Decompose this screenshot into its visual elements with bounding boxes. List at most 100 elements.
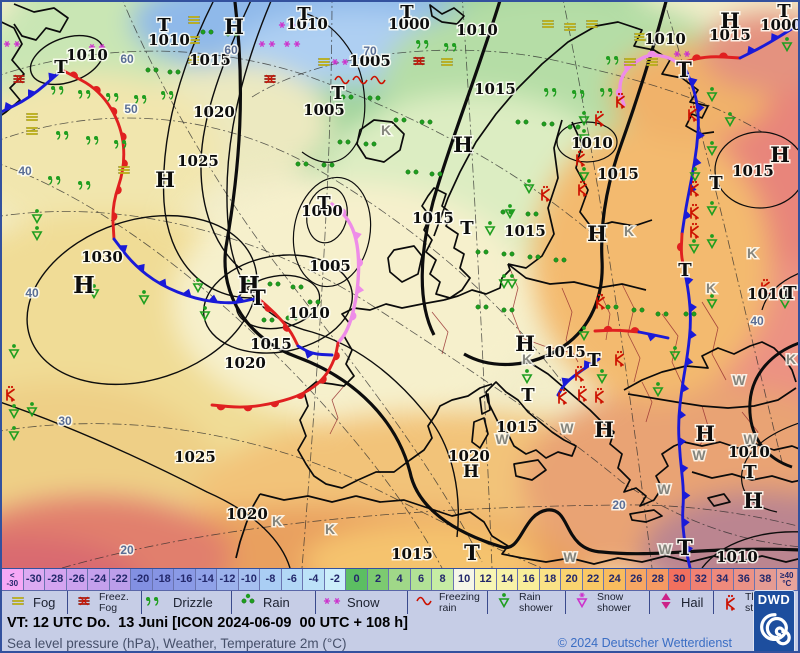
country-border: [701, 301, 727, 381]
fog-symbol: [441, 58, 453, 66]
low-center-label: T: [54, 57, 68, 78]
pressure-label: 1015: [474, 80, 516, 98]
shower-symbol: [521, 369, 533, 385]
legend-label: Freez. Fog: [99, 591, 129, 614]
rain-symbol: [295, 161, 309, 167]
shower-symbol: [706, 294, 718, 310]
country-border: [741, 411, 759, 455]
high-center-label: H: [695, 421, 715, 446]
drizzle-symbol: [48, 176, 61, 185]
front-marker: [697, 130, 705, 141]
rain-symbol: [631, 307, 645, 313]
snow-symbol: [258, 40, 276, 48]
front-marker: [681, 382, 690, 393]
drizzle-symbol: [444, 43, 457, 52]
shower-symbol: [26, 402, 38, 418]
legend-item-fog: Fog: [2, 591, 68, 614]
high-center-label: H: [515, 331, 535, 356]
rain-icon: [241, 593, 255, 604]
fog-symbol: [26, 113, 38, 121]
coastline: [623, 341, 797, 391]
cold-front: [680, 68, 700, 236]
shower-symbol: [706, 141, 718, 157]
graticule-line: [2, 423, 543, 568]
front-marker: [216, 405, 226, 411]
legend-label: Snow shower: [597, 591, 631, 614]
scale-cell: 10: [453, 569, 476, 590]
pressure-label: 1015: [709, 26, 751, 44]
warm-front: [257, 297, 300, 348]
legend-item-rain: Rain: [232, 591, 316, 614]
legend-item-freez-fog: Freez. Fog: [68, 591, 142, 614]
thunderstorm-icon: [726, 594, 735, 612]
latitude-label: 20: [612, 498, 626, 512]
tstorm-symbol: [578, 385, 587, 403]
fog-symbol: [564, 23, 576, 31]
country-border: [621, 283, 641, 383]
scale-cell: 12: [475, 569, 497, 590]
pressure-label: 1005: [309, 257, 351, 275]
warm-front: [593, 328, 641, 334]
cold-front: [637, 330, 670, 340]
pressure-label: 1015: [504, 222, 546, 240]
rain-symbol: [393, 117, 407, 123]
tstorm-symbol: [688, 105, 697, 123]
rain-symbol: [363, 141, 377, 147]
low-center-label: T: [464, 540, 480, 565]
fog-symbol: [542, 20, 554, 28]
snow-icon: [323, 597, 341, 605]
coastline: [513, 459, 547, 481]
shower-symbol: [652, 382, 664, 398]
drizzle-symbol: [544, 88, 557, 97]
drizzle-symbol: [572, 90, 585, 99]
snow-shower-icon: [576, 592, 588, 609]
product-title: Sea level pressure (hPa), Weather, Tempe…: [7, 635, 347, 651]
front-marker: [235, 294, 245, 303]
front-marker: [646, 333, 657, 342]
latitude-label: 60: [224, 43, 238, 57]
high-center-label: H: [238, 272, 260, 299]
pressure-label: 1020: [193, 103, 235, 121]
shower-symbol: [484, 221, 496, 237]
scale-cell: 14: [496, 569, 519, 590]
front-marker: [136, 263, 145, 273]
occluded-front: [330, 202, 361, 345]
warm-front: [682, 55, 742, 64]
low-center-label: T: [400, 2, 414, 23]
coastline: [429, 4, 465, 25]
front-marker: [683, 490, 691, 501]
front-marker: [561, 377, 571, 387]
coastline: [297, 299, 493, 489]
coastline: [259, 493, 357, 503]
pressure-label: 1015: [250, 335, 292, 353]
high-center-label: H: [224, 14, 244, 39]
low-center-label: T: [297, 4, 311, 25]
legend-item-freezing-rain: Freezing rain: [408, 591, 488, 614]
scale-cell: -14: [195, 569, 218, 590]
pressure-label: 1020: [224, 354, 266, 372]
coastline: [235, 493, 261, 559]
product-title-line: Sea level pressure (hPa), Weather, Tempe…: [2, 633, 798, 651]
coastline: [387, 245, 423, 283]
pressure-label: 1010: [571, 134, 613, 152]
scale-cell: -28: [45, 569, 67, 590]
pressure-label: 1005: [349, 52, 391, 70]
snow-symbol: [88, 43, 106, 51]
shower-symbol: [779, 294, 791, 310]
front-marker: [118, 245, 128, 254]
scale-cell: 20: [561, 569, 583, 590]
fog-symbol: [188, 36, 200, 44]
pressure-label: 1010: [286, 15, 328, 33]
copyright-text: © 2024 Deutscher Wetterdienst: [557, 636, 732, 650]
ffog-symbol: [264, 74, 276, 84]
fog-icon: [12, 597, 24, 605]
isobar-line: [761, 273, 798, 311]
scale-cell: 16: [518, 569, 540, 590]
cold-front: [2, 68, 64, 114]
dwd-spiral-icon: [760, 613, 791, 646]
rain-symbol: [475, 249, 489, 255]
isobar-ring: [714, 131, 798, 209]
country-border: [641, 381, 653, 423]
